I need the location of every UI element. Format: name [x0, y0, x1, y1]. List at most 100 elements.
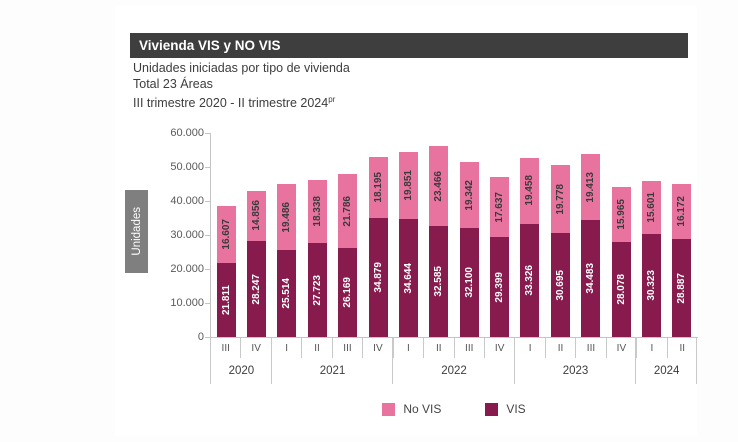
bar-group-iii-2021: 21.786 26.169: [333, 133, 363, 337]
bar-value-label: 32.585: [433, 266, 445, 297]
bar-value-label: 18.338: [311, 196, 323, 227]
subtitle-line-1: Unidades iniciadas por tipo de vivienda: [133, 61, 350, 75]
stacked-bar: 15.601 30.323: [641, 180, 661, 337]
no-vis-segment: 17.637: [490, 177, 510, 237]
bar-value-label: 23.466: [433, 171, 445, 202]
bar-value-label: 19.778: [554, 183, 566, 215]
vis-swatch-icon: [485, 402, 499, 416]
vis-segment: 34.644: [398, 219, 418, 337]
y-tick-mark: [205, 337, 210, 338]
year-separator: [210, 338, 211, 384]
stacked-bar: 14.856 28.247: [247, 190, 267, 337]
bar-value-label: 19.851: [402, 170, 414, 201]
vis-segment: 30.323: [641, 233, 661, 337]
bar-value-label: 16.607: [220, 219, 232, 250]
bar-value-label: 28.247: [251, 273, 263, 305]
bar-value-label: 29.399: [494, 271, 506, 303]
no-vis-segment: 14.856: [247, 190, 267, 241]
bar-value-label: 30.323: [645, 270, 657, 301]
no-vis-swatch-icon: [382, 402, 396, 416]
no-vis-segment: 16.172: [672, 183, 692, 239]
bar-value-label: 14.856: [251, 200, 263, 232]
y-tick-label: 50.000: [170, 160, 204, 173]
legend-label-vis: VIS: [506, 402, 526, 416]
bar-value-label: 34.879: [372, 262, 384, 293]
bar-value-label: 34.483: [585, 263, 597, 294]
no-vis-segment: 19.413: [581, 153, 601, 220]
stacked-bar: 17.637 29.399: [490, 177, 510, 337]
quarter-label-row: III IV I II III IV I II III IV I II III IV I II: [211, 338, 697, 358]
no-vis-segment: 23.466: [429, 146, 449, 227]
quarter-label: II: [424, 338, 455, 358]
year-separator: [696, 338, 697, 384]
no-vis-segment: 15.965: [611, 187, 631, 242]
y-axis-line: [210, 133, 211, 338]
preliminary-superscript: pr: [328, 95, 336, 104]
legend-label-no-vis: No VIS: [403, 402, 442, 416]
year-separator: [270, 338, 272, 384]
year-separator: [392, 338, 394, 384]
y-tick-mark: [205, 133, 210, 134]
bar-value-label: 18.195: [372, 172, 384, 203]
stacked-bar: 18.195 34.879: [368, 156, 388, 337]
legend: No VIS VIS: [210, 402, 698, 416]
stacked-bar: 21.786 26.169: [338, 173, 358, 337]
quarter-label: II: [546, 338, 577, 358]
vis-segment: 28.247: [247, 241, 267, 337]
bar-group-ii-2022: 23.466 32.585: [424, 133, 454, 337]
stacked-bar: 19.342 32.100: [459, 162, 479, 337]
legend-item-vis: VIS: [485, 402, 526, 416]
bar-value-label: 17.637: [494, 191, 506, 223]
vis-segment: 26.169: [338, 248, 358, 337]
no-vis-segment: 18.338: [307, 180, 327, 243]
y-tick-mark: [205, 303, 210, 304]
x-axis-line: [210, 337, 698, 338]
no-vis-segment: 19.778: [550, 165, 570, 233]
vis-segment: 32.585: [429, 226, 449, 337]
bar-group-iii-2022: 19.342 32.100: [454, 133, 484, 337]
vis-segment: 30.695: [550, 232, 570, 337]
year-label-2021: 2021: [319, 365, 346, 377]
y-tick-mark: [205, 201, 210, 202]
y-tick-label: 10.000: [170, 296, 204, 309]
stacked-bar: 16.172 28.887: [672, 183, 692, 337]
quarter-label: I: [272, 338, 303, 358]
vis-segment: 32.100: [459, 227, 479, 337]
bar-value-label: 19.342: [463, 179, 475, 211]
bar-group-iv-2022: 17.637 29.399: [484, 133, 514, 337]
y-tick-label: 40.000: [170, 194, 204, 207]
no-vis-segment: 19.342: [459, 162, 479, 228]
bar-value-label: 26.169: [342, 277, 354, 308]
stacked-bar: 19.486 25.514: [277, 184, 297, 337]
y-tick-label: 0: [197, 330, 204, 343]
quarter-label: III: [333, 338, 364, 358]
vis-segment: 21.811: [216, 262, 236, 337]
chart-subtitle: Unidades iniciadas por tipo de vivienda …: [133, 61, 350, 112]
bar-group-iv-2021: 18.195 34.879: [363, 133, 393, 337]
vis-segment: 25.514: [277, 250, 297, 337]
vis-segment: 34.879: [368, 218, 388, 337]
no-vis-segment: 18.195: [368, 156, 388, 219]
y-tick-mark: [205, 235, 210, 236]
bar-group-iv-2020: 14.856 28.247: [241, 133, 271, 337]
bar-value-label: 19.413: [585, 171, 597, 203]
year-label-2023: 2023: [562, 365, 589, 377]
vis-segment: 33.326: [520, 223, 540, 337]
vis-segment: 28.078: [611, 241, 631, 337]
chart-title-bar: Vivienda VIS y NO VIS: [130, 33, 688, 58]
bar-group-i-2022: 19.851 34.644: [393, 133, 423, 337]
stacked-bar: 23.466 32.585: [429, 146, 449, 337]
quarter-label: IV: [363, 338, 394, 358]
quarter-label: III: [211, 338, 242, 358]
legend-item-no-vis: No VIS: [382, 402, 441, 416]
plot-area: 16.607 21.811 14.856 28.247 19.486 25.514 18.3…: [211, 133, 697, 337]
quarter-label: II: [302, 338, 333, 358]
quarter-label: III: [576, 338, 607, 358]
bar-group-ii-2021: 18.338 27.723: [302, 133, 332, 337]
quarter-label: IV: [607, 338, 638, 358]
vis-segment: 28.887: [672, 238, 692, 337]
bar-value-label: 32.100: [463, 267, 475, 298]
subtitle-line-2: Total 23 Áreas: [133, 76, 213, 91]
year-label-row: 2020 2021 2022 2023 2024: [211, 359, 697, 383]
